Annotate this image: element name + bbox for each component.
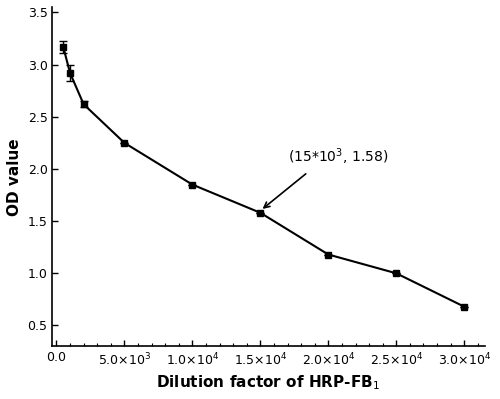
Text: (15*10$^{3}$, 1.58): (15*10$^{3}$, 1.58) [288, 146, 388, 167]
X-axis label: Dilution factor of HRP-FB$_1$: Dilution factor of HRP-FB$_1$ [156, 373, 380, 392]
Y-axis label: OD value: OD value [7, 138, 22, 215]
